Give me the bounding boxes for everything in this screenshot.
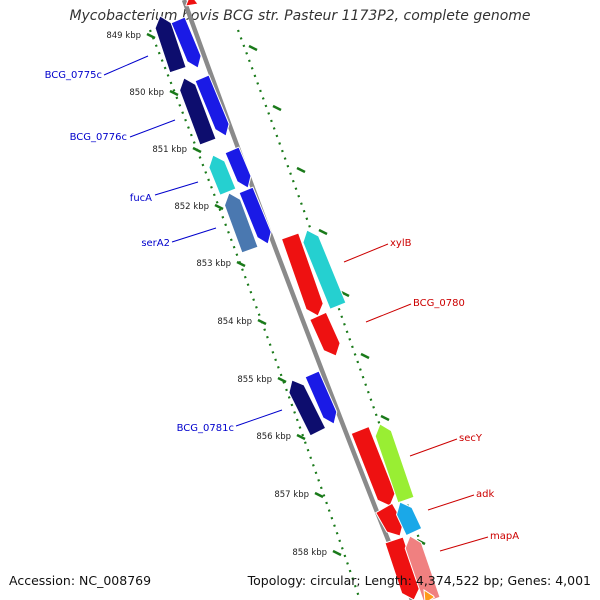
gene-blue-5[interactable] — [304, 370, 338, 425]
label-leader — [439, 536, 489, 552]
gene-red-bottom[interactable] — [384, 536, 421, 600]
gene-top-partial[interactable] — [185, 0, 199, 7]
tick-mark — [296, 433, 306, 441]
accession-text: Accession: NC_008769 — [9, 573, 152, 588]
tick-label: 857 kbp — [274, 490, 309, 500]
tick-mark-right — [272, 104, 282, 112]
dotted-guide-1 — [236, 29, 442, 600]
gene-red-small[interactable] — [375, 502, 404, 537]
label-leader — [235, 409, 283, 427]
tick-mark — [214, 203, 224, 211]
tick-mark — [277, 376, 287, 384]
tick-label: 858 kbp — [292, 548, 327, 558]
tick-mark — [169, 89, 179, 97]
gene-label-right[interactable]: BCG_0780 — [413, 298, 465, 309]
tick-label: 851 kbp — [152, 145, 187, 155]
gene-label-left[interactable]: BCG_0775c — [45, 70, 102, 81]
left-gene-labels: BCG_0775c BCG_0776c fucA serA2 BCG_0781c — [45, 55, 283, 434]
tick-mark-right — [380, 414, 390, 422]
tick-mark-right — [340, 290, 350, 298]
gene-bcg0780[interactable] — [309, 311, 341, 357]
tick-mark — [257, 318, 267, 326]
gene-bcg0776c[interactable] — [179, 77, 217, 146]
gene-fuca[interactable] — [208, 154, 237, 196]
gene-blue-3[interactable] — [224, 146, 252, 189]
gene-blue-1[interactable] — [170, 16, 202, 69]
tick-label: 853 kbp — [196, 259, 231, 269]
gene-blue-2[interactable] — [194, 74, 230, 137]
gene-label-right[interactable]: adk — [476, 489, 494, 500]
label-leader — [409, 438, 458, 457]
gene-cyan-right[interactable] — [302, 229, 347, 310]
tick-mark — [236, 260, 246, 268]
tick-label: 849 kbp — [106, 31, 141, 41]
tick-label: 852 kbp — [174, 202, 209, 212]
tick-mark — [314, 491, 324, 499]
backbone — [181, 0, 415, 600]
tick-mark-right — [360, 352, 370, 360]
gene-label-right[interactable]: mapA — [490, 531, 519, 542]
label-leader — [154, 181, 199, 196]
gene-lime[interactable] — [374, 423, 415, 504]
tick-mark-right — [318, 228, 328, 236]
dotted-guide-0 — [148, 29, 362, 600]
dotted-guides — [148, 29, 442, 600]
tick-mark-right — [296, 166, 306, 174]
right-gene-labels: xylB BCG_0780 secY adk mapA — [343, 238, 519, 552]
gene-orange[interactable] — [423, 589, 435, 600]
gene-label-left[interactable]: BCG_0781c — [177, 423, 234, 434]
gene-secy[interactable] — [350, 425, 396, 507]
gene-bcg0775c[interactable] — [154, 15, 187, 74]
backbone-line — [181, 0, 415, 600]
gene-label-left[interactable]: fucA — [130, 193, 152, 204]
gene-sera2[interactable] — [223, 192, 259, 254]
gene-label-right[interactable]: xylB — [390, 238, 412, 249]
label-leader — [343, 243, 389, 263]
label-leader — [129, 119, 176, 138]
tick-label: 850 kbp — [129, 88, 164, 98]
label-leader — [171, 227, 217, 243]
gene-adk[interactable] — [395, 501, 423, 537]
gene-label-left[interactable]: BCG_0776c — [70, 132, 127, 143]
gene-features — [154, 0, 441, 600]
label-leader — [365, 303, 412, 323]
gene-label-left[interactable]: serA2 — [141, 238, 170, 249]
gene-label-right[interactable]: secY — [459, 433, 483, 444]
gene-mapa[interactable] — [404, 535, 441, 600]
gene-xylb[interactable] — [280, 232, 324, 317]
gene-bcg0781c[interactable] — [288, 379, 327, 437]
label-leader — [103, 55, 149, 76]
gene-blue-4[interactable] — [238, 186, 272, 245]
tick-mark — [146, 32, 156, 40]
genome-summary-text: Topology: circular; Length: 4,374,522 bp… — [247, 573, 591, 588]
label-leader — [427, 494, 475, 511]
tick-mark-right — [248, 44, 258, 52]
tick-label: 855 kbp — [237, 375, 272, 385]
tick-label: 856 kbp — [256, 432, 291, 442]
tick-label: 854 kbp — [217, 317, 252, 327]
tick-mark — [332, 549, 342, 557]
tick-mark — [192, 146, 202, 154]
